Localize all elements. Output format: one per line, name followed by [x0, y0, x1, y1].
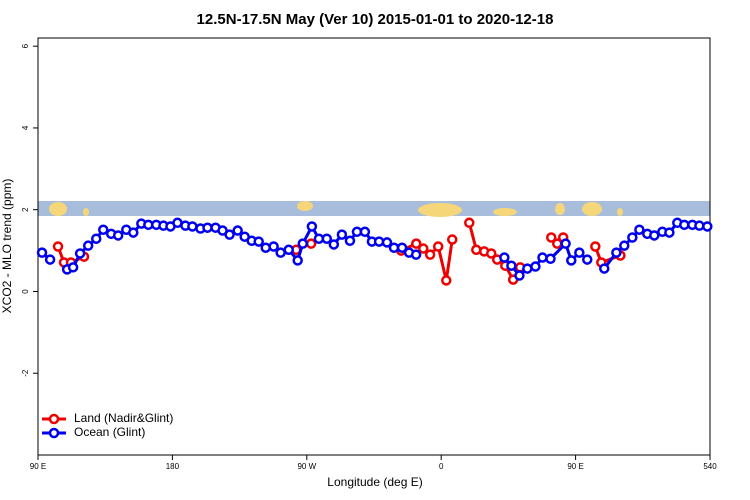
- data-point: [74, 248, 86, 259]
- data-point: [485, 248, 497, 259]
- chart-title: 12.5N-17.5N May (Ver 10) 2015-01-01 to 2…: [197, 11, 554, 28]
- data-point: [664, 227, 675, 238]
- data-point: [187, 221, 198, 232]
- data-point: [702, 221, 713, 232]
- x-tick-label: 540: [703, 462, 717, 471]
- y-axis-label: XCO2 - MLO trend (ppm): [0, 179, 14, 314]
- data-point: [679, 219, 690, 231]
- data-point: [411, 238, 422, 249]
- y-tick-label: 6: [21, 43, 30, 48]
- data-point: [52, 241, 64, 252]
- x-tick-label: 90 E: [30, 462, 46, 471]
- data-point: [574, 247, 585, 258]
- data-point: [388, 242, 400, 253]
- y-tick-label: -2: [21, 369, 30, 377]
- y-tick-label: 2: [21, 207, 30, 212]
- x-tick-label: 90 E: [567, 462, 583, 471]
- data-point: [619, 240, 630, 251]
- data-point: [202, 222, 213, 233]
- data-point: [499, 252, 510, 263]
- data-point: [336, 229, 348, 240]
- y-tick-label: 4: [21, 125, 30, 130]
- data-point: [305, 238, 317, 249]
- data-point: [260, 242, 271, 253]
- data-point: [275, 247, 286, 258]
- data-point: [359, 226, 371, 238]
- legend-marker: [48, 413, 60, 425]
- data-point: [82, 240, 94, 251]
- map-band: [38, 201, 710, 217]
- data-point: [328, 239, 340, 250]
- legend-label: Ocean (Glint): [74, 425, 145, 439]
- data-point: [611, 247, 622, 258]
- data-point: [98, 224, 109, 235]
- data-point: [514, 270, 525, 281]
- data-point: [599, 263, 610, 274]
- data-point: [432, 241, 444, 252]
- data-point: [268, 241, 279, 252]
- x-tick-label: 0: [439, 462, 444, 471]
- x-tick-label: 180: [166, 462, 180, 471]
- data-point: [566, 255, 577, 266]
- x-axis-label: Longitude (deg E): [327, 475, 422, 489]
- data-point: [224, 229, 235, 240]
- data-point: [530, 261, 541, 272]
- data-point: [44, 254, 56, 265]
- data-point: [424, 249, 436, 260]
- data-point: [344, 235, 356, 247]
- data-point: [590, 241, 601, 252]
- data-point: [506, 260, 517, 271]
- data-point: [634, 224, 645, 235]
- data-point: [627, 232, 638, 243]
- data-point: [306, 221, 318, 232]
- data-point: [297, 238, 309, 249]
- data-point: [112, 230, 124, 241]
- data-point: [546, 232, 557, 243]
- data-point: [410, 249, 422, 260]
- legend-marker: [48, 427, 60, 439]
- legend-label: Land (Nadir&Glint): [74, 411, 173, 425]
- data-point: [418, 243, 429, 254]
- plot-frame: [37, 37, 711, 456]
- data-point: [396, 242, 408, 253]
- data-point: [253, 236, 264, 247]
- data-point: [67, 262, 79, 273]
- data-point: [283, 244, 294, 256]
- data-point: [447, 234, 458, 245]
- data-point: [321, 233, 333, 244]
- data-point: [581, 254, 593, 265]
- data-point: [441, 275, 452, 286]
- data-point: [292, 255, 303, 266]
- data-point: [381, 237, 393, 248]
- data-point: [649, 230, 660, 241]
- data-point: [128, 227, 139, 238]
- data-point: [560, 238, 571, 249]
- data-point: [90, 233, 102, 244]
- data-point: [232, 225, 243, 236]
- y-tick-label: 0: [21, 289, 30, 294]
- data-point: [464, 217, 475, 229]
- x-tick-label: 90 W: [297, 462, 316, 471]
- data-point: [36, 247, 48, 258]
- data-point: [522, 263, 533, 274]
- data-point: [545, 253, 556, 265]
- data-point: [537, 252, 548, 263]
